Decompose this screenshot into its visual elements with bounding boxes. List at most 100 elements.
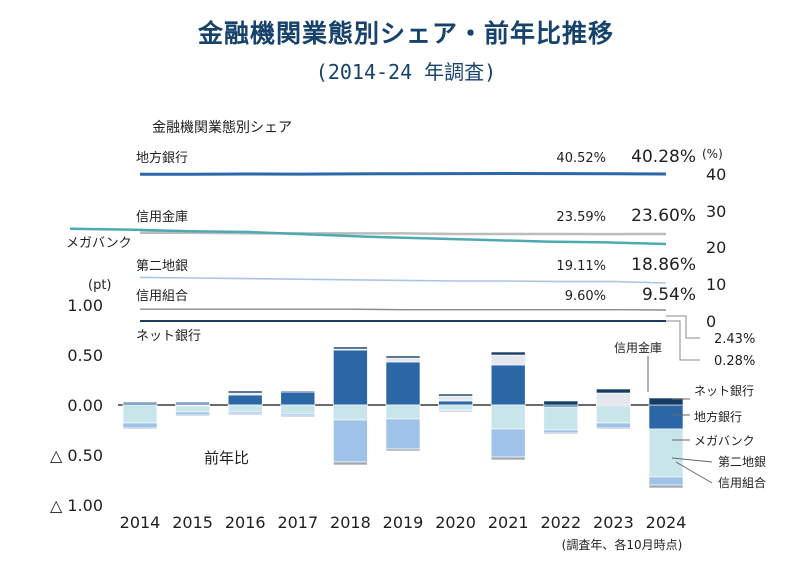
yoy-bar-segment <box>438 410 473 413</box>
share-value-2023: 23.59% <box>556 210 606 225</box>
share-ytick-label: 20 <box>706 238 726 257</box>
legend-leader-line <box>675 461 713 484</box>
share-value-extra: 2.43% <box>714 332 755 347</box>
yoy-bar-segment <box>648 404 684 430</box>
net-connector <box>666 320 700 361</box>
yoy-bar-segment <box>333 349 368 406</box>
legend-label: 第二地銀 <box>718 455 766 469</box>
chart-title: 金融機関業態別シェア・前年比推移 <box>197 19 614 48</box>
share-series-label: メガバンク <box>66 236 132 251</box>
net-connector <box>666 315 700 339</box>
share-ytick-label: 0 <box>706 312 716 331</box>
yoy-bar-segment <box>543 432 579 435</box>
yoy-bar-segment <box>227 394 263 406</box>
yoy-bar-segment <box>543 429 579 434</box>
yoy-bar-segment <box>438 404 473 411</box>
yoy-bar-segment <box>122 401 158 404</box>
yoy-bar-segment <box>280 390 316 393</box>
yoy-bar-segment <box>280 391 316 406</box>
yoy-bar-segment <box>543 406 579 431</box>
x-tick-label: 2016 <box>225 513 266 532</box>
yoy-bar-segment <box>175 405 210 413</box>
share-series-label: 地方銀行 <box>136 150 188 166</box>
x-tick-label: 2017 <box>277 513 318 532</box>
legend-leader-line <box>671 457 713 463</box>
yoy-bar-segment <box>438 400 473 406</box>
share-line-0 <box>139 171 667 176</box>
yoy-ytick-label: △ 0.50 <box>50 446 103 465</box>
yoy-bar-segment <box>175 401 210 404</box>
x-tick-label: 2024 <box>646 513 687 532</box>
yoy-unit-label: (pt) <box>88 278 112 293</box>
share-line-4 <box>140 308 667 311</box>
yoy-bar-segment <box>333 419 368 463</box>
share-ytick-label: 40 <box>706 165 726 184</box>
yoy-bar-segment <box>122 422 158 429</box>
yoy-bar-segment <box>385 357 421 363</box>
share-value-2024: 40.28% <box>631 147 696 167</box>
share-value-2024: 23.60% <box>631 206 696 226</box>
share-series-label: 信用金庫 <box>136 209 188 225</box>
legend-label: メガバンク <box>694 434 755 448</box>
share-value-2024: 9.54% <box>642 285 696 305</box>
yoy-bar-segment <box>438 395 473 402</box>
yoy-bar-segment <box>227 390 263 394</box>
yoy-bar-segment <box>543 400 579 406</box>
yoy-bar-segment <box>438 393 473 397</box>
share-value-2023: 40.52% <box>556 151 606 166</box>
x-tick-label: 2018 <box>330 513 371 532</box>
yoy-ytick-label: 1.00 <box>67 296 103 315</box>
share-series-label: 信用組合 <box>136 289 188 304</box>
share-unit-label: (%) <box>702 147 723 161</box>
yoy-bar-segment <box>175 414 210 417</box>
yoy-bar-segment <box>490 351 526 356</box>
share-ytick-label: 30 <box>706 202 726 221</box>
legend-label: 地方銀行 <box>694 409 742 424</box>
yoy-bar-segment <box>596 405 631 424</box>
yoy-bar-segment <box>490 428 526 458</box>
yoy-bar-segment <box>175 411 210 416</box>
yoy-bar-segment <box>596 388 631 394</box>
yoy-bar-segment <box>648 484 684 489</box>
yoy-bar-segment <box>596 422 631 429</box>
yoy-bar-segment <box>122 427 158 430</box>
survey-note: (調査年、各10月時点) <box>562 537 683 552</box>
yoy-bar-segment <box>490 456 526 461</box>
share-value-2024: 18.86% <box>631 255 696 275</box>
share-chart-title: 金融機関業態別シェア <box>152 120 292 136</box>
yoy-bar-segment <box>596 427 631 430</box>
yoy-ytick-label: 0.50 <box>67 346 103 365</box>
chart-subtitle: (2014-24 年調査) <box>315 60 497 84</box>
yoy-bar-segment <box>385 355 421 359</box>
yoy-bar-segment <box>385 418 421 450</box>
legend-label: 信用金庫 <box>614 340 662 355</box>
yoy-bar-segment <box>490 404 526 430</box>
x-tick-label: 2015 <box>172 513 213 532</box>
share-line-1 <box>140 231 667 236</box>
share-ytick-label: 10 <box>706 275 726 294</box>
x-tick-label: 2019 <box>383 513 424 532</box>
legend-label: ネット銀行 <box>694 384 754 398</box>
share-series-label: ネット銀行 <box>136 329 201 344</box>
yoy-bar-segment <box>227 404 263 413</box>
yoy-bar-segment <box>596 392 631 406</box>
yoy-bar-segment <box>122 404 158 424</box>
share-series-label: 第二地銀 <box>136 259 188 274</box>
yoy-bar-segment <box>648 428 684 478</box>
share-line-2 <box>69 227 667 246</box>
x-tick-label: 2023 <box>593 513 634 532</box>
legend-label: 信用組合 <box>718 475 766 490</box>
yoy-bar-segment <box>333 404 368 421</box>
yoy-bar-segment <box>385 448 421 452</box>
x-tick-label: 2021 <box>488 513 529 532</box>
x-tick-label: 2014 <box>120 513 161 532</box>
x-tick-label: 2020 <box>435 513 476 532</box>
yoy-bar-segment <box>385 404 421 420</box>
share-value-extra: 0.28% <box>714 354 755 369</box>
yoy-bar-segment <box>490 364 526 406</box>
yoy-bar-segment <box>648 476 684 486</box>
yoy-bar-segment <box>490 354 526 366</box>
x-tick-label: 2022 <box>540 513 581 532</box>
yoy-bar-segment <box>227 413 263 416</box>
yoy-chart-title: 前年比 <box>204 449 249 467</box>
